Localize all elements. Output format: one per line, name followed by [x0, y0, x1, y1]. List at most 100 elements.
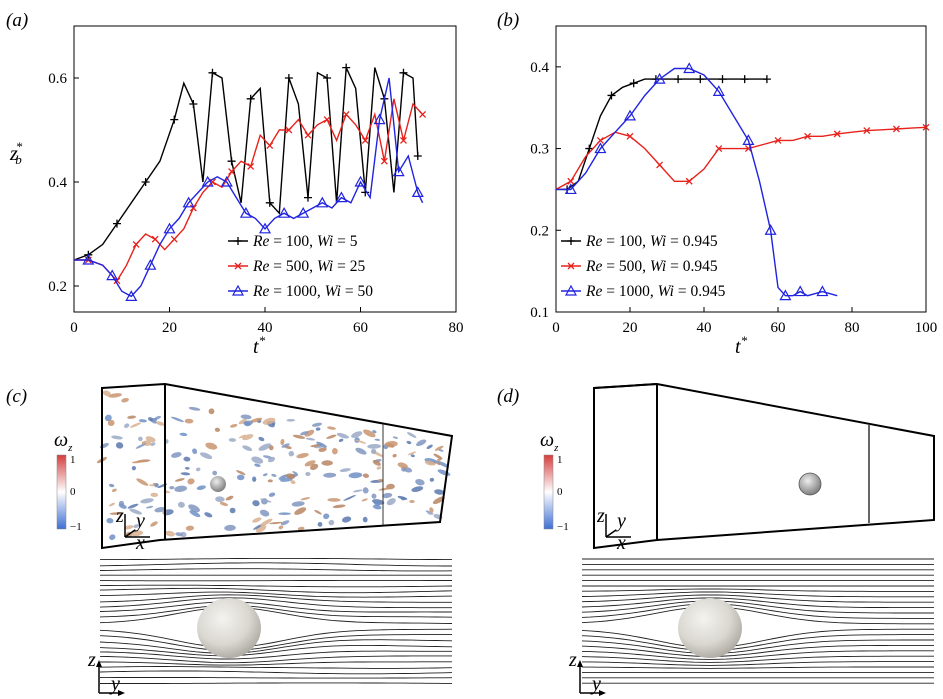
vortex-blob: [406, 440, 412, 445]
chart-a-series-2-point: [82, 253, 95, 265]
vortex-blob: [291, 501, 305, 507]
vortex-blob: [382, 492, 393, 499]
vortex-blob: [386, 498, 396, 506]
chart-a-series-2-point: [106, 269, 119, 281]
chart-b-series-2-point: [794, 285, 807, 297]
vortex-blob: [259, 509, 270, 517]
vortex-blob: [268, 492, 276, 497]
vortex-blob: [300, 431, 309, 436]
vortex-blob: [238, 418, 247, 425]
chart-b: 0 20 40 60 80 100 0.1 0.2 0.3 0.4 t* Re = 100, Wi…: [530, 25, 938, 358]
vortex-blob: [286, 418, 296, 422]
vortex-blob: [429, 507, 434, 513]
chart-a-series-2-point: [163, 222, 176, 234]
vortex-blob: [434, 445, 444, 451]
colorbar-c: ωz 1 0 −1: [54, 429, 82, 533]
streamline: [99, 606, 453, 624]
vortex-blob: [332, 504, 346, 509]
chart-a-series-0-line: [73, 67, 419, 261]
chart-a-series-1-point: [304, 131, 312, 139]
vortex-blob: [336, 432, 349, 439]
vortex-blob: [262, 473, 268, 477]
vortex-blob: [271, 473, 277, 477]
vortex-blob: [107, 419, 115, 427]
streamline: [582, 661, 934, 666]
vortex-blob: [242, 445, 253, 452]
chart-a-series-0-point: [399, 68, 408, 77]
vortex-blob: [238, 434, 247, 439]
vortex-blob: [189, 510, 201, 518]
vortex-blob: [154, 483, 159, 488]
chart-a-series-2-point: [125, 290, 138, 301]
sphere-d: [678, 598, 742, 658]
sphere-small-d: [798, 472, 822, 496]
vortex-blob: [185, 525, 194, 531]
vortex-blob: [240, 414, 252, 420]
chart-b-series-2-point: [816, 285, 829, 297]
vortex-blob: [437, 460, 449, 468]
chart-a-xtick-label: 40: [258, 320, 273, 336]
sphere-c: [197, 598, 261, 658]
vortex-blob: [304, 460, 316, 467]
vortex-blob: [438, 449, 444, 452]
vortex-blob: [151, 419, 157, 424]
vortex-blob: [355, 447, 367, 455]
panel-label-c: (c): [6, 386, 27, 407]
vortex-blob: [252, 476, 257, 482]
vortex-blob: [331, 448, 338, 455]
chart-b-series-0-point: [674, 75, 683, 84]
vortex-blob: [280, 438, 285, 446]
vortex-blob: [290, 480, 296, 485]
vortex-blob: [196, 485, 206, 491]
vortex-blob: [111, 435, 123, 440]
chart-a-series-1-point: [323, 116, 331, 124]
chart-b-series-0-point: [762, 75, 771, 84]
vortex-blob: [416, 439, 427, 447]
streamline: [99, 650, 452, 660]
streamlines-c: [99, 557, 453, 684]
streamline: [100, 682, 452, 684]
vortex-blob: [294, 507, 307, 515]
vortex-blob: [118, 500, 125, 506]
vortex-blob: [230, 423, 238, 428]
chart-a-xlabel: t*: [253, 333, 266, 358]
triad-c-z: z: [115, 505, 124, 527]
vortex-blob: [409, 499, 415, 504]
vortex-blob: [225, 495, 234, 501]
chart-a-xtick-label: 80: [449, 320, 464, 336]
chart-b-ytick-label: 0.4: [530, 60, 549, 76]
streamline: [99, 562, 452, 567]
vortex-blob: [309, 463, 319, 471]
vortex-blob: [106, 517, 114, 524]
triad-c-x: x: [135, 532, 145, 554]
chart-b-legend-marker: [567, 262, 575, 270]
vortex-blob: [165, 530, 175, 537]
chart-b-series-1-point: [892, 125, 900, 133]
colorbar-c-tick-min: −1: [70, 521, 82, 533]
panel-label-a: (a): [6, 10, 28, 31]
streamline: [99, 644, 453, 657]
chart-a-series-0-point: [170, 115, 179, 124]
vortex-blob: [362, 516, 368, 523]
chart-b-xtick-label: 100: [915, 320, 938, 336]
vortex-blob: [109, 534, 116, 540]
vortex-blob: [123, 525, 134, 530]
chart-b-series-1-point: [596, 136, 604, 144]
vortex-blob: [145, 436, 156, 443]
vortex-blob: [362, 487, 369, 494]
arrow-d-z: z: [568, 649, 577, 671]
arrow-c-y: y: [109, 673, 120, 695]
streamline: [99, 634, 452, 651]
vortex-blob: [121, 397, 129, 403]
chart-a-series-1-point: [380, 157, 388, 165]
chart-b-xlabel: t*: [735, 333, 748, 358]
vortex-blob: [179, 432, 188, 437]
vortex-blob: [138, 419, 147, 423]
chart-a-series-0-point: [227, 157, 236, 166]
vortex-blob: [410, 454, 415, 458]
vortex-blob: [343, 494, 357, 501]
isosurface-render-c: [96, 382, 454, 550]
chart-a-series-0-point: [323, 74, 332, 82]
vortex-blob: [268, 445, 274, 451]
